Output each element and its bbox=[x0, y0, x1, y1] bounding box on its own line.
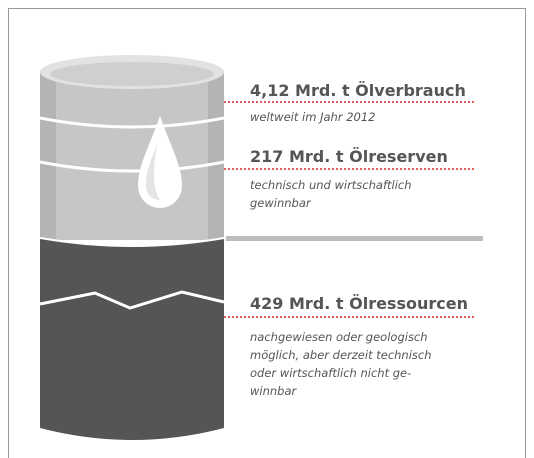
barrel-upper bbox=[40, 72, 224, 240]
item-title: 429 Mrd. t Ölressourcen bbox=[250, 294, 468, 313]
item-text: möglich, aber derzeit technisch bbox=[250, 348, 432, 362]
item-text: oder wirtschaftlich nicht ge- bbox=[250, 366, 411, 380]
infographic: 4,12 Mrd. t Ölverbrauch weltweit im Jahr… bbox=[0, 0, 534, 458]
item-title: 4,12 Mrd. t Ölverbrauch bbox=[250, 81, 466, 100]
separator bbox=[226, 236, 483, 241]
item-text: technisch und wirtschaftlich bbox=[250, 178, 412, 192]
barrel-lower bbox=[40, 238, 224, 440]
item-text: weltweit im Jahr 2012 bbox=[250, 110, 375, 124]
barrel-shade bbox=[208, 72, 224, 240]
barrel bbox=[40, 55, 224, 440]
barrel-top-inner bbox=[50, 62, 214, 86]
item-text: gewinnbar bbox=[250, 196, 312, 210]
item-title: 217 Mrd. t Ölreserven bbox=[250, 147, 448, 166]
barrel-shade bbox=[40, 72, 56, 240]
item-text: winnbar bbox=[250, 384, 298, 398]
item-text: nachgewiesen oder geologisch bbox=[250, 330, 428, 344]
